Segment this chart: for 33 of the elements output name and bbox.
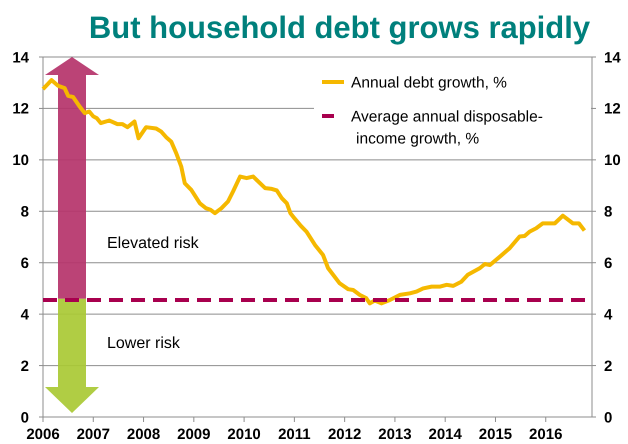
y-tick-label: 2 — [20, 358, 29, 375]
x-tick-label: 2006 — [26, 426, 60, 443]
chart-title: But household debt grows rapidly — [88, 10, 591, 45]
y-tick-label: 0 — [20, 409, 29, 426]
x-tick-label: 2011 — [278, 426, 311, 443]
legend-label: Annual debt growth, % — [351, 74, 508, 92]
y2-tick-label: 12 — [604, 100, 621, 118]
y-tick-label: 10 — [12, 152, 29, 170]
x-tick-label: 2016 — [529, 426, 562, 443]
x-tick-label: 2012 — [328, 426, 362, 443]
y-tick-label: 14 — [12, 49, 30, 66]
x-tick-label: 2010 — [227, 426, 261, 443]
y-tick-label: 8 — [20, 204, 29, 221]
line-series — [41, 78, 586, 306]
y2-tick-label: 0 — [604, 409, 612, 426]
annotation: Lower risk — [107, 335, 181, 352]
y-tick-label: 4 — [20, 306, 30, 324]
x-tick-label: 2009 — [177, 426, 211, 443]
y2-tick-label: 14 — [604, 49, 622, 66]
x-tick-label: 2007 — [76, 426, 110, 443]
x-tick-label: 2014 — [428, 426, 463, 443]
x-tick-label: 2008 — [126, 426, 160, 443]
y-tick-label: 6 — [20, 254, 29, 272]
y2-tick-label: 2 — [604, 358, 612, 375]
annotation: Elevated risk — [107, 235, 200, 252]
x-tick-label: 2013 — [378, 426, 412, 443]
y2-tick-label: 4 — [604, 306, 613, 324]
y-tick-label: 12 — [12, 100, 29, 118]
legend-label: Average annual disposable-income growth, % — [351, 108, 543, 148]
y2-tick-label: 10 — [604, 152, 621, 170]
y2-tick-label: 6 — [604, 254, 612, 272]
x-tick-label: 2015 — [478, 426, 512, 443]
y2-tick-label: 8 — [604, 204, 612, 221]
